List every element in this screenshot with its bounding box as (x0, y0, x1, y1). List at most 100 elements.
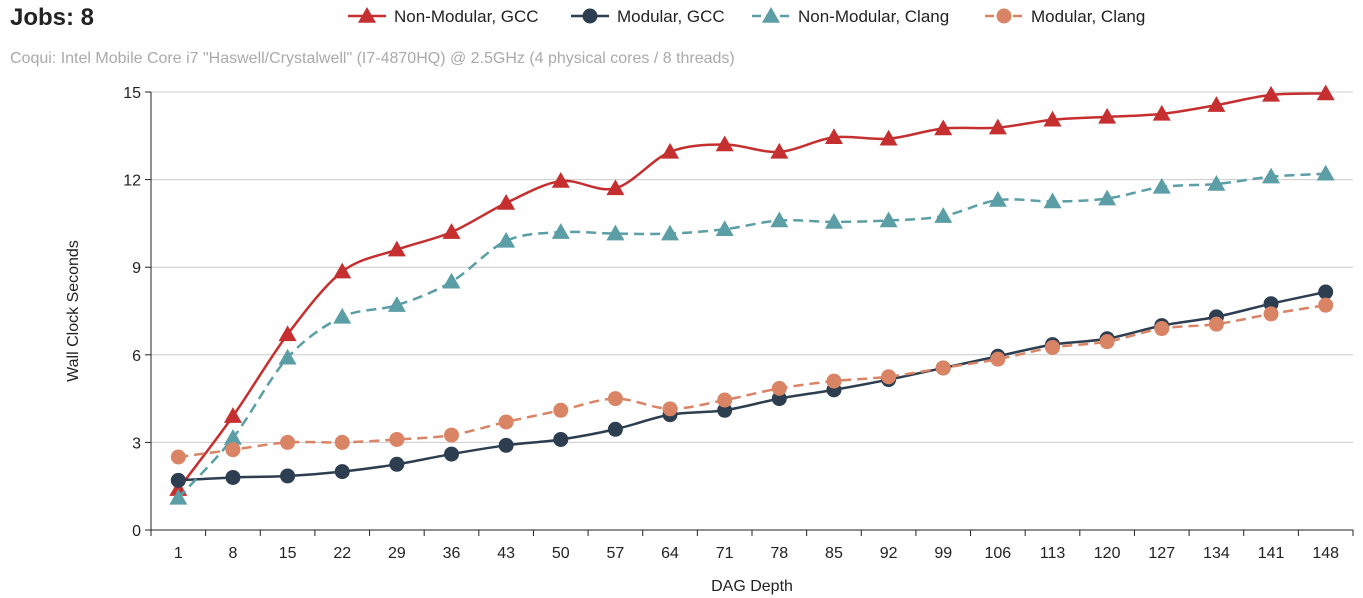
x-tick-label: 127 (1148, 545, 1175, 562)
data-point (1318, 297, 1334, 313)
legend-label: Modular, GCC (617, 7, 725, 26)
data-point (170, 472, 186, 488)
data-point (1098, 189, 1117, 206)
x-tick-label: 99 (934, 545, 952, 562)
legend-item-modular-clang: Modular, Clang (985, 7, 1145, 26)
series-non-modular-clang (169, 164, 1335, 505)
x-axis-title: DAG Depth (711, 578, 793, 595)
series-non-modular-gcc (169, 84, 1335, 496)
data-point (389, 431, 405, 447)
data-point (717, 392, 733, 408)
x-tick-label: 106 (985, 545, 1012, 562)
legend-marker (358, 7, 376, 23)
y-axis-title: Wall Clock Seconds (65, 240, 82, 382)
x-tick-label: 43 (497, 545, 515, 562)
legend-label: Non-Modular, Clang (798, 7, 949, 26)
series-line (177, 172, 1326, 499)
x-tick-label: 29 (388, 545, 406, 562)
x-tick-label: 1 (174, 545, 183, 562)
data-point (280, 468, 296, 484)
x-tick-label: 120 (1094, 545, 1121, 562)
series-layer (169, 84, 1335, 505)
series-line (178, 290, 1326, 482)
data-point (389, 456, 405, 472)
data-point (553, 431, 569, 447)
x-tick-label: 141 (1258, 545, 1285, 562)
x-tick-label: 78 (770, 545, 788, 562)
x-tick-label: 64 (661, 545, 679, 562)
grid-layer (151, 91, 1353, 531)
y-tick-label: 9 (132, 260, 141, 277)
data-point (606, 224, 625, 241)
data-point (990, 351, 1006, 367)
data-point (1154, 321, 1170, 337)
data-point (934, 119, 953, 136)
data-point (881, 369, 897, 385)
data-point (1152, 104, 1171, 121)
data-point (1316, 164, 1335, 181)
x-tick-label: 85 (825, 545, 843, 562)
data-point (1152, 177, 1171, 194)
data-point (1043, 192, 1062, 209)
data-point (553, 402, 569, 418)
legend-item-non-modular-clang: Non-Modular, Clang (752, 7, 949, 26)
x-tick-label: 36 (443, 545, 461, 562)
x-tick-label: 113 (1040, 545, 1066, 562)
x-tick-label: 22 (333, 545, 351, 562)
data-point (551, 172, 570, 188)
series-modular-clang (170, 297, 1334, 465)
data-point (1045, 340, 1060, 355)
y-tick-label: 0 (132, 523, 141, 540)
legend-label: Modular, Clang (1031, 7, 1145, 26)
data-point (715, 220, 734, 236)
data-point (333, 307, 352, 324)
data-point (988, 118, 1007, 135)
data-point (1208, 316, 1224, 332)
data-point (1207, 174, 1226, 191)
legend: Non-Modular, GCC Modular, GCC Non-Modular,… (348, 7, 1145, 26)
data-point (223, 429, 242, 445)
legend-label: Non-Modular, GCC (394, 7, 539, 26)
y-tick-label: 15 (123, 85, 141, 102)
data-point (442, 223, 461, 239)
data-point (661, 224, 680, 241)
legend-item-non-modular-gcc: Non-Modular, GCC (348, 7, 539, 26)
data-point (662, 401, 678, 417)
data-point (333, 262, 352, 279)
data-point (1318, 284, 1334, 300)
data-point (607, 391, 623, 407)
data-point (1207, 96, 1226, 112)
data-point (387, 296, 406, 312)
x-tick-label: 50 (552, 545, 570, 562)
data-point (498, 437, 514, 453)
legend-marker (762, 7, 780, 23)
data-point (771, 380, 787, 396)
data-point (1098, 107, 1117, 124)
data-point (715, 135, 734, 152)
data-point (551, 223, 570, 239)
data-point (387, 240, 406, 257)
data-point (988, 191, 1007, 207)
data-point (444, 427, 459, 443)
chart-title: Jobs: 8 (10, 4, 95, 31)
x-tick-label: 92 (880, 545, 898, 562)
data-point (824, 128, 843, 145)
data-point (223, 407, 242, 423)
x-tick-label: 57 (607, 545, 625, 562)
data-point (334, 464, 350, 480)
legend-item-modular-gcc: Modular, GCC (571, 7, 725, 26)
data-point (280, 434, 296, 450)
data-point (444, 446, 459, 462)
data-point (879, 211, 898, 228)
x-tick-label: 148 (1312, 545, 1339, 562)
data-point (879, 129, 898, 146)
chart-subtitle: Coqui: Intel Mobile Core i7 "Haswell/Cry… (10, 50, 735, 67)
data-point (225, 442, 241, 458)
data-point (606, 179, 625, 196)
data-point (1099, 334, 1115, 350)
data-point (498, 414, 514, 430)
data-point (935, 360, 951, 376)
x-tick-label: 134 (1203, 545, 1230, 562)
data-point (334, 434, 350, 450)
